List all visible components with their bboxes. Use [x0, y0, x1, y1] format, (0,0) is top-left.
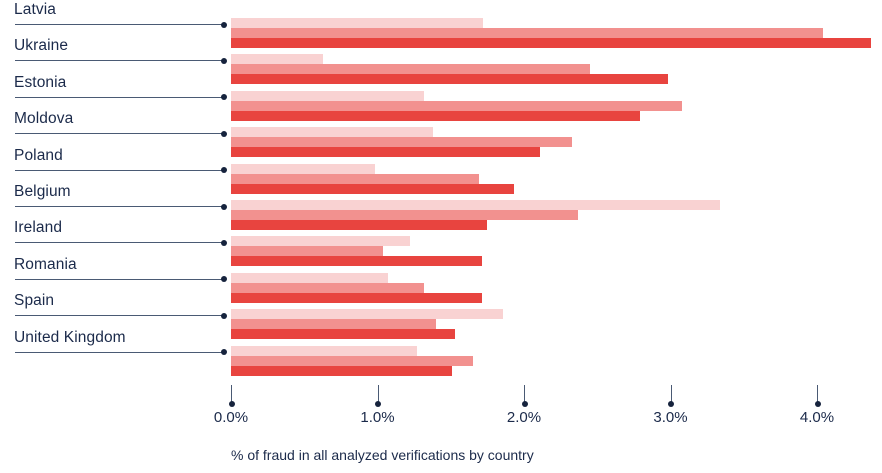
axis-tick-dot — [375, 401, 381, 407]
bar-series_3[interactable] — [231, 110, 640, 121]
leader-dot — [221, 94, 227, 101]
chart-row: Romania — [0, 256, 882, 305]
country-label: Latvia — [14, 1, 56, 18]
bar-series_1[interactable] — [231, 163, 375, 174]
bar-series_3[interactable] — [231, 329, 456, 340]
axis-tick-line — [817, 385, 818, 403]
country-label: Ukraine — [14, 37, 69, 55]
axis-tick-dot — [668, 401, 674, 407]
axis-tick-label: 3.0% — [653, 409, 688, 426]
chart-row: Estonia — [0, 74, 882, 123]
country-label-group: Ukraine — [14, 36, 227, 70]
axis-tick-label: 0.0% — [213, 409, 249, 426]
country-label-group: Estonia — [14, 73, 227, 107]
country-label-group: Spain — [14, 291, 227, 325]
axis-tick-label: 2.0% — [506, 409, 542, 426]
bar-series_2[interactable] — [231, 28, 823, 38]
bar-series_2[interactable] — [231, 210, 579, 220]
country-label-group: Poland — [14, 146, 227, 180]
bar-series_2[interactable] — [231, 282, 425, 293]
leader-line — [15, 133, 222, 135]
leader-dot — [221, 349, 227, 356]
leader-dot — [221, 57, 227, 64]
leader-line — [15, 242, 222, 244]
bar-series_3[interactable] — [231, 220, 488, 230]
bar-series_3[interactable] — [231, 256, 482, 267]
bar-series_1[interactable] — [231, 127, 434, 138]
country-label: Poland — [14, 146, 63, 164]
bar-series_1[interactable] — [231, 200, 721, 210]
bar-series_3[interactable] — [231, 38, 872, 48]
bar-series_3[interactable] — [231, 183, 514, 194]
leader-dot — [221, 239, 227, 246]
bar-series_1[interactable] — [231, 90, 425, 101]
leader-line — [15, 351, 222, 353]
chart-row: United Kingdom — [0, 329, 882, 378]
bar-series_2[interactable] — [231, 100, 683, 111]
axis-tick-line — [231, 385, 232, 403]
chart-caption: % of fraud in all analyzed verifications… — [231, 447, 534, 463]
bar-series_2[interactable] — [231, 64, 590, 75]
bar-series_1[interactable] — [231, 54, 324, 65]
x-axis: 0.0% 1.0% 2.0% 3.0% 4.0% — [0, 385, 882, 426]
country-label-group: Romania — [14, 255, 227, 289]
axis-tick-line — [377, 385, 379, 403]
chart-row: Ireland — [0, 219, 882, 268]
bar-series_1[interactable] — [231, 272, 388, 283]
axis-tick-line — [670, 385, 672, 403]
leader-line — [15, 96, 222, 98]
chart-row: Ukraine — [0, 37, 882, 86]
bar-series_2[interactable] — [231, 173, 479, 184]
axis-tick-dot — [521, 401, 528, 407]
bar-series_1[interactable] — [231, 345, 418, 356]
bar-series_2[interactable] — [231, 137, 573, 148]
country-label-group: United Kingdom — [14, 328, 227, 362]
chart-row: Latvia — [0, 1, 882, 50]
bar-series_2[interactable] — [231, 319, 437, 330]
leader-line — [15, 60, 222, 62]
bar-series_1[interactable] — [231, 236, 410, 247]
leader-dot — [221, 312, 227, 319]
axis-tick-line — [524, 385, 525, 403]
axis-tick-label: 4.0% — [799, 409, 835, 426]
chart-row: Belgium — [0, 183, 882, 232]
country-label: Estonia — [14, 73, 67, 91]
country-label-group: Belgium — [14, 182, 227, 216]
country-label-group: Latvia — [14, 0, 227, 34]
axis-tick-dot — [814, 401, 821, 407]
country-label: Ireland — [14, 219, 63, 237]
country-label-group: Moldova — [14, 109, 227, 143]
chart-row: Moldova — [0, 110, 882, 159]
country-label: Spain — [14, 292, 55, 310]
leader-dot — [221, 167, 227, 174]
leader-dot — [221, 276, 227, 283]
leader-line — [15, 278, 222, 280]
bar-series_3[interactable] — [231, 292, 482, 303]
leader-dot — [221, 130, 227, 137]
country-label: Belgium — [14, 183, 71, 200]
leader-line — [15, 206, 222, 207]
axis-tick-label: 1.0% — [360, 409, 395, 426]
leader-line — [15, 169, 222, 171]
bar-series_1[interactable] — [231, 309, 504, 320]
bar-series_3[interactable] — [231, 74, 668, 85]
bar-series_3[interactable] — [231, 365, 453, 376]
bar-series_1[interactable] — [231, 18, 483, 28]
bar-series_2[interactable] — [231, 246, 384, 257]
country-label: Moldova — [14, 110, 74, 128]
bar-series_3[interactable] — [231, 147, 541, 158]
leader-line — [15, 315, 222, 317]
leader-dot — [221, 203, 227, 210]
bar-series_2[interactable] — [231, 355, 473, 366]
leader-line — [15, 24, 222, 25]
axis-tick-dot — [228, 401, 235, 407]
country-label: Romania — [14, 255, 77, 273]
country-label-group: Ireland — [14, 218, 227, 252]
country-label: United Kingdom — [14, 328, 126, 346]
leader-dot — [221, 21, 227, 28]
chart-row: Spain — [0, 292, 882, 341]
chart-row: Poland — [0, 147, 882, 196]
